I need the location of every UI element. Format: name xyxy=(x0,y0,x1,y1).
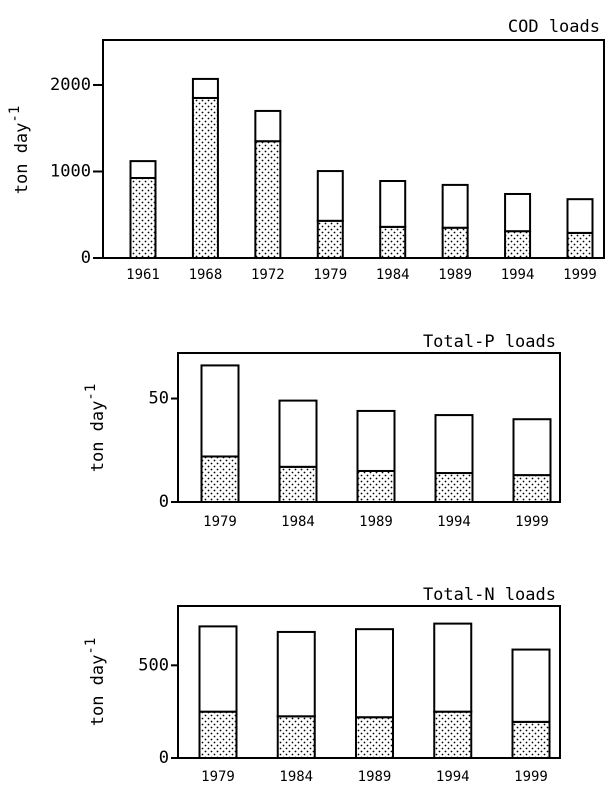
bar-segment xyxy=(511,648,551,723)
x-tick-label: 1979 xyxy=(201,769,235,785)
y-tick-label: 0 xyxy=(159,748,169,768)
bar-segment xyxy=(433,622,473,713)
bar-segment xyxy=(198,710,238,759)
chart-title: COD loads xyxy=(508,17,600,37)
x-tick-label: 1984 xyxy=(376,267,410,283)
y-axis-label-text: ton day xyxy=(88,401,108,473)
bar-segment xyxy=(355,628,394,719)
x-tick-label: 1999 xyxy=(514,769,548,785)
bar-segment xyxy=(200,364,240,458)
chart-title: Total-P loads xyxy=(423,332,556,352)
bar-segment xyxy=(191,77,219,99)
bar-segment xyxy=(191,96,219,260)
x-tick-label: 1984 xyxy=(281,514,315,530)
x-tick-label: 1994 xyxy=(436,769,470,785)
bar-segment xyxy=(379,180,407,228)
x-tick-label: 1989 xyxy=(358,769,392,785)
y-axis-label: ton day-1 xyxy=(7,106,32,195)
bar-segment xyxy=(276,715,316,759)
y-axis-label-text: ton day xyxy=(12,123,32,195)
x-tick-label: 1989 xyxy=(359,514,393,530)
bar-segment xyxy=(512,418,552,477)
y-axis-label-sup: -1 xyxy=(7,106,23,123)
x-tick-label: 1999 xyxy=(563,267,597,283)
bar-segment xyxy=(254,140,282,259)
bar-segment xyxy=(355,716,394,759)
bar-segment xyxy=(316,219,344,260)
bar-segment xyxy=(504,230,532,260)
plot-frame xyxy=(102,39,605,259)
y-tick-label: 1000 xyxy=(50,161,91,181)
bar-segment xyxy=(566,198,594,234)
x-tick-label: 1972 xyxy=(251,267,285,283)
bar-segment xyxy=(254,109,282,143)
y-axis-label: ton day-1 xyxy=(83,638,108,727)
bar-segment xyxy=(566,231,594,260)
bar-segment xyxy=(512,474,552,504)
x-tick-label: 1994 xyxy=(437,514,471,530)
y-axis-label-text: ton day xyxy=(88,655,108,727)
bar-segment xyxy=(434,414,474,475)
bar-segment xyxy=(200,455,240,504)
y-tick-label: 0 xyxy=(81,248,91,268)
bar-segment xyxy=(356,469,396,504)
bar-segment xyxy=(441,226,469,260)
bar-segment xyxy=(434,472,474,503)
bar-segment xyxy=(511,720,551,759)
bar-segment xyxy=(379,225,407,260)
bar-segment xyxy=(441,183,469,229)
bar-segment xyxy=(276,630,316,718)
x-tick-label: 1979 xyxy=(203,514,237,530)
bar-segment xyxy=(129,176,157,260)
bar-segment xyxy=(129,160,157,179)
bar-segment xyxy=(316,170,344,222)
bar-segment xyxy=(504,192,532,233)
y-axis-label-sup: -1 xyxy=(83,638,99,655)
y-tick-label: 50 xyxy=(149,389,169,409)
y-tick-label: 2000 xyxy=(50,75,91,95)
bar-segment xyxy=(278,399,318,468)
y-axis-label-sup: -1 xyxy=(83,384,99,401)
bar-segment xyxy=(433,710,473,759)
bar-segment xyxy=(356,409,396,472)
x-tick-label: 1979 xyxy=(313,267,347,283)
chart-title: Total-N loads xyxy=(423,585,556,605)
x-tick-label: 1984 xyxy=(279,769,313,785)
y-axis-label: ton day-1 xyxy=(83,384,108,473)
x-tick-label: 1968 xyxy=(189,267,223,283)
bar-segment xyxy=(198,625,238,713)
x-tick-label: 1989 xyxy=(438,267,472,283)
bar-segment xyxy=(278,465,318,504)
y-tick-label: 0 xyxy=(159,492,169,512)
x-tick-label: 1961 xyxy=(126,267,160,283)
x-tick-label: 1999 xyxy=(515,514,549,530)
y-tick-label: 500 xyxy=(138,655,169,675)
x-tick-label: 1994 xyxy=(501,267,535,283)
